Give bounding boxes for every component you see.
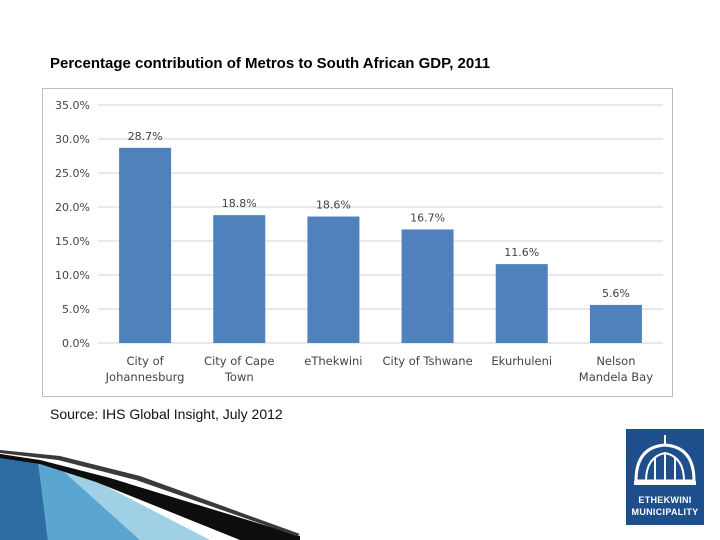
y-tick-label: 20.0%	[55, 201, 90, 214]
data-label: 11.6%	[504, 246, 539, 259]
y-tick-label: 25.0%	[55, 167, 90, 180]
logo-text-line2: MUNICIPALITY	[631, 507, 699, 517]
y-tick-label: 30.0%	[55, 133, 90, 146]
x-tick-label: Mandela Bay	[579, 370, 653, 384]
decorative-swoosh	[0, 450, 300, 540]
x-tick-label: City of Cape	[204, 354, 274, 368]
source-note: Source: IHS Global Insight, July 2012	[50, 406, 283, 422]
x-tick-label: Town	[224, 370, 254, 384]
y-tick-label: 10.0%	[55, 269, 90, 282]
x-tick-label: Ekurhuleni	[491, 354, 552, 368]
x-tick-label: City of	[126, 354, 164, 368]
bar	[307, 216, 360, 343]
bar-chart: 0.0% 5.0% 10.0% 15.0% 20.0% 25.0% 30.0% 35.0% 28…	[55, 99, 663, 384]
x-tick-label: eThekwini	[304, 354, 362, 368]
bar	[589, 304, 642, 343]
bar	[401, 229, 454, 343]
x-tick-label: City of Tshwane	[383, 354, 473, 368]
data-label: 18.8%	[222, 197, 257, 210]
y-tick-label: 35.0%	[55, 99, 90, 112]
data-label: 18.6%	[316, 199, 351, 212]
chart-title: Percentage contribution of Metros to Sou…	[50, 55, 491, 72]
bar	[495, 264, 548, 343]
chart-area: 0.0% 5.0% 10.0% 15.0% 20.0% 25.0% 30.0% 35.0% 28…	[42, 88, 673, 397]
x-tick-label: Johannesburg	[105, 370, 185, 384]
data-label: 5.6%	[602, 287, 630, 300]
y-tick-label: 5.0%	[62, 303, 90, 316]
bar	[119, 147, 172, 343]
y-tick-label: 15.0%	[55, 235, 90, 248]
city-hall-dome-icon	[634, 435, 696, 485]
bar	[213, 215, 266, 343]
logo-text-line1: ETHEKWINI	[638, 495, 692, 505]
data-label: 16.7%	[410, 211, 445, 224]
y-tick-label: 0.0%	[62, 337, 90, 350]
x-tick-label: Nelson	[596, 354, 635, 368]
data-label: 28.7%	[128, 130, 163, 143]
ethekwini-logo: ETHEKWINI MUNICIPALITY	[626, 429, 704, 525]
